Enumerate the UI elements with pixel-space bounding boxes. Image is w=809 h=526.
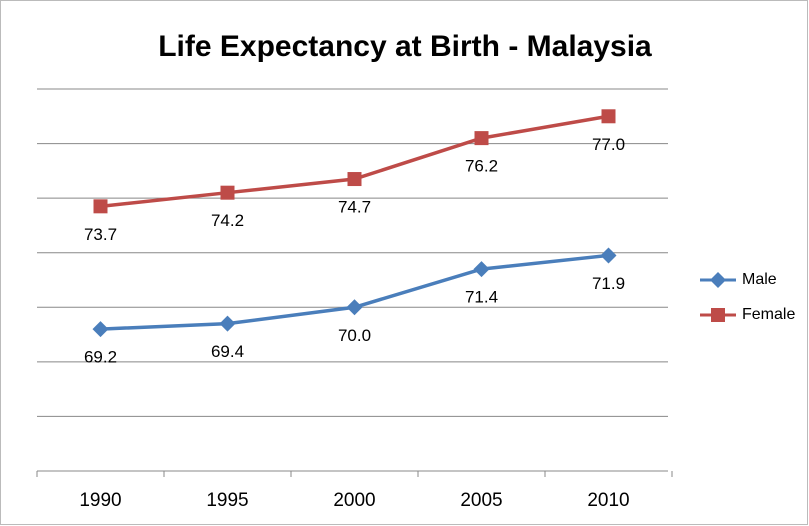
marker — [346, 299, 363, 316]
data-label: 76.2 — [465, 157, 498, 176]
data-label: 77.0 — [592, 135, 625, 154]
marker — [220, 185, 235, 200]
data-label: 71.4 — [465, 288, 498, 307]
data-label: 70.0 — [338, 326, 371, 345]
data-label: 69.4 — [211, 342, 244, 361]
x-tick-label: 2000 — [333, 490, 375, 511]
marker — [474, 131, 489, 146]
marker — [711, 308, 725, 322]
legend-label: Female — [742, 306, 795, 323]
marker — [601, 109, 616, 124]
marker — [92, 321, 109, 338]
marker — [600, 247, 617, 264]
legend-label: Male — [742, 271, 777, 288]
data-label: 73.7 — [84, 225, 117, 244]
marker — [347, 172, 362, 187]
x-tick-label: 1995 — [206, 490, 248, 511]
marker — [710, 272, 726, 288]
x-tick-label: 2010 — [587, 490, 629, 511]
data-label: 71.9 — [592, 274, 625, 293]
data-label: 74.2 — [211, 211, 244, 230]
data-label: 69.2 — [84, 348, 117, 367]
x-tick-label: 2005 — [460, 490, 502, 511]
x-tick-label: 1990 — [79, 490, 121, 511]
marker — [473, 261, 490, 278]
marker — [93, 199, 108, 214]
chart-title: Life Expectancy at Birth - Malaysia — [158, 30, 652, 63]
marker — [219, 315, 236, 332]
data-label: 74.7 — [338, 198, 371, 217]
